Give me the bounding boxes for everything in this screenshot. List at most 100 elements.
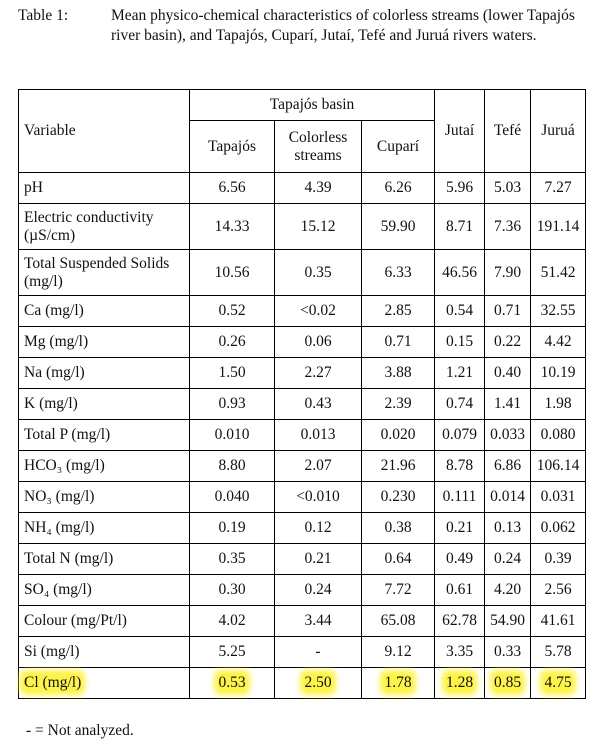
table-row: Mg (mg/l) 0.26 0.06 0.71 0.15 0.22 4.42: [18, 326, 587, 358]
value-text: 191.14: [536, 217, 580, 235]
table-row: SO₄ (mg/l) 0.30 0.24 7.72 0.61 4.20 2.56: [18, 574, 587, 606]
variable-label: Total Suspended Solids (mg/l): [24, 254, 170, 290]
caption-label: Table 1:: [18, 7, 69, 24]
value-cell: 0.35: [189, 543, 275, 575]
value-text: 2.27: [304, 364, 332, 381]
table-row: Cl (mg/l) 0.53 2.50 1.78 1.28 0.85 4.75: [18, 667, 587, 699]
value-cell: 0.020: [360, 419, 436, 451]
value-cell: 0.30: [189, 574, 275, 606]
value-text: 0.26: [218, 333, 246, 350]
value-cell: 8.80: [189, 450, 275, 482]
table-row: Colour (mg/Pt/l) 4.02 3.44 65.08 62.78 54.90 4…: [18, 605, 587, 637]
variable-label: Colour (mg/Pt/l): [24, 612, 127, 629]
value-text: 2.50: [304, 674, 332, 691]
value-cell: 6.33: [360, 249, 436, 296]
value-text: 9.12: [384, 643, 412, 660]
value-text: 0.111: [442, 488, 477, 505]
value-cell: 2.50: [274, 667, 362, 699]
value-text: 32.55: [540, 302, 576, 319]
value-cell: 7.27: [530, 172, 587, 204]
column-header: Jutaí: [434, 89, 486, 173]
table-body: pH 6.56 4.39 6.26 5.96 5.03 7.27 Electric condu…: [18, 172, 587, 699]
value-text: 6.33: [384, 263, 412, 281]
variable-cell: Total P (mg/l): [18, 419, 190, 451]
variable-label: Ca (mg/l): [24, 302, 84, 319]
value-text: 7.90: [493, 263, 522, 281]
variable-cell: Cl (mg/l): [18, 667, 190, 699]
value-text: 5.78: [544, 643, 572, 660]
value-text: 0.85: [493, 674, 522, 691]
variable-label: Mg (mg/l): [24, 333, 89, 350]
value-text: 1.78: [384, 674, 412, 691]
value-cell: 4.42: [530, 326, 587, 358]
value-cell: 0.079: [434, 419, 486, 451]
value-text: 1.41: [493, 395, 522, 412]
value-cell: 54.90: [484, 605, 532, 637]
value-cell: 4.75: [530, 667, 587, 699]
value-text: 8.78: [445, 457, 474, 474]
header-row-group: Variable Tapajós basin Jutaí Tefé Juruá: [18, 89, 587, 173]
value-text: 41.61: [540, 612, 576, 629]
value-cell: 0.85: [484, 667, 532, 699]
value-cell: 0.06: [274, 326, 362, 358]
value-text: 1.28: [445, 674, 474, 691]
table-row: Electric conductivity (µS/cm) 14.33 15.12 5…: [18, 203, 587, 250]
value-cell: 1.21: [434, 357, 486, 389]
value-text: 0.71: [384, 333, 412, 350]
table-row: Ca (mg/l) 0.52 <0.02 2.85 0.54 0.71 32.55: [18, 295, 587, 327]
variable-cell: Mg (mg/l): [18, 326, 190, 358]
value-cell: 32.55: [530, 295, 587, 327]
column-header: Juruá: [530, 89, 587, 173]
value-cell: 0.38: [360, 512, 436, 544]
value-text: 8.80: [218, 457, 246, 474]
value-cell: 1.28: [434, 667, 486, 699]
value-text: 5.96: [445, 179, 474, 196]
value-text: 0.33: [493, 643, 522, 660]
value-cell: 2.39: [360, 388, 436, 420]
value-cell: <0.02: [274, 295, 362, 327]
value-cell: 4.39: [274, 172, 362, 204]
value-text: 0.06: [304, 333, 332, 350]
value-text: 2.07: [304, 457, 332, 474]
value-cell: 0.61: [434, 574, 486, 606]
value-text: 54.90: [490, 612, 525, 629]
variable-label: Si (mg/l): [24, 643, 80, 660]
variable-label: HCO₃ (mg/l): [24, 457, 105, 474]
value-cell: 0.22: [484, 326, 532, 358]
header-row-columns: Tapajós Colorless streams Cuparí: [19, 120, 586, 173]
value-text: 65.08: [380, 612, 416, 629]
value-cell: 8.71: [434, 203, 486, 250]
variable-cell: NH₄ (mg/l): [18, 512, 190, 544]
value-text: 0.020: [380, 426, 416, 443]
value-text: 46.56: [442, 263, 477, 281]
table-row: K (mg/l) 0.93 0.43 2.39 0.74 1.41 1.98: [18, 388, 587, 420]
value-cell: 0.111: [434, 481, 486, 513]
value-text: 0.13: [493, 519, 522, 536]
value-text: 3.44: [304, 612, 332, 629]
value-cell: 15.12: [274, 203, 362, 250]
value-text: 0.30: [218, 581, 246, 598]
value-text: 0.74: [445, 395, 474, 412]
variable-cell: Na (mg/l): [18, 357, 190, 389]
value-text: 0.54: [445, 302, 474, 319]
value-text: 0.19: [218, 519, 246, 536]
value-text: 14.33: [214, 217, 250, 235]
value-text: 7.36: [493, 217, 522, 235]
table-row: Total N (mg/l) 0.35 0.21 0.64 0.49 0.24 0.39: [18, 543, 587, 575]
value-cell: 2.56: [530, 574, 587, 606]
group-header: Tapajós basin: [188, 89, 436, 121]
variable-label: Cl (mg/l): [24, 674, 82, 691]
value-cell: 0.080: [530, 419, 587, 451]
value-text: 0.22: [493, 333, 522, 350]
value-text: 0.64: [384, 550, 412, 567]
variable-cell: HCO₃ (mg/l): [18, 450, 190, 482]
value-text: 4.42: [544, 333, 572, 350]
variable-label: Total P (mg/l): [24, 426, 111, 443]
value-cell: 0.040: [189, 481, 275, 513]
value-cell: 0.031: [530, 481, 587, 513]
value-cell: 0.24: [484, 543, 532, 575]
value-cell: 6.86: [484, 450, 532, 482]
value-cell: 59.90: [360, 203, 436, 250]
value-text: 5.25: [218, 643, 246, 660]
value-text: 0.35: [218, 550, 246, 567]
